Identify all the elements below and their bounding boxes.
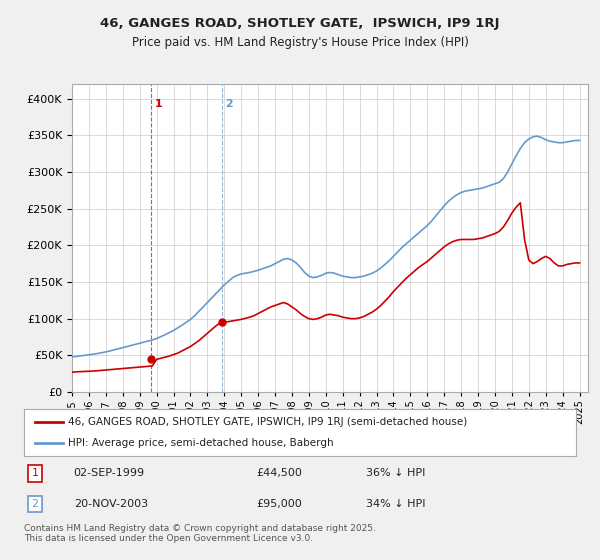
Text: 02-SEP-1999: 02-SEP-1999 (74, 468, 145, 478)
Text: 1: 1 (32, 468, 38, 478)
Text: £95,000: £95,000 (256, 499, 302, 509)
Text: Contains HM Land Registry data © Crown copyright and database right 2025.
This d: Contains HM Land Registry data © Crown c… (24, 524, 376, 543)
Text: 2: 2 (31, 499, 38, 509)
Text: 46, GANGES ROAD, SHOTLEY GATE,  IPSWICH, IP9 1RJ: 46, GANGES ROAD, SHOTLEY GATE, IPSWICH, … (100, 17, 500, 30)
Text: 1: 1 (151, 99, 163, 109)
Text: 46, GANGES ROAD, SHOTLEY GATE, IPSWICH, IP9 1RJ (semi-detached house): 46, GANGES ROAD, SHOTLEY GATE, IPSWICH, … (68, 417, 467, 427)
Text: Price paid vs. HM Land Registry's House Price Index (HPI): Price paid vs. HM Land Registry's House … (131, 36, 469, 49)
Text: 2: 2 (223, 99, 234, 109)
Text: HPI: Average price, semi-detached house, Babergh: HPI: Average price, semi-detached house,… (68, 438, 334, 448)
Text: £44,500: £44,500 (256, 468, 302, 478)
Text: 36% ↓ HPI: 36% ↓ HPI (366, 468, 425, 478)
Text: 20-NOV-2003: 20-NOV-2003 (74, 499, 148, 509)
Text: 34% ↓ HPI: 34% ↓ HPI (366, 499, 426, 509)
